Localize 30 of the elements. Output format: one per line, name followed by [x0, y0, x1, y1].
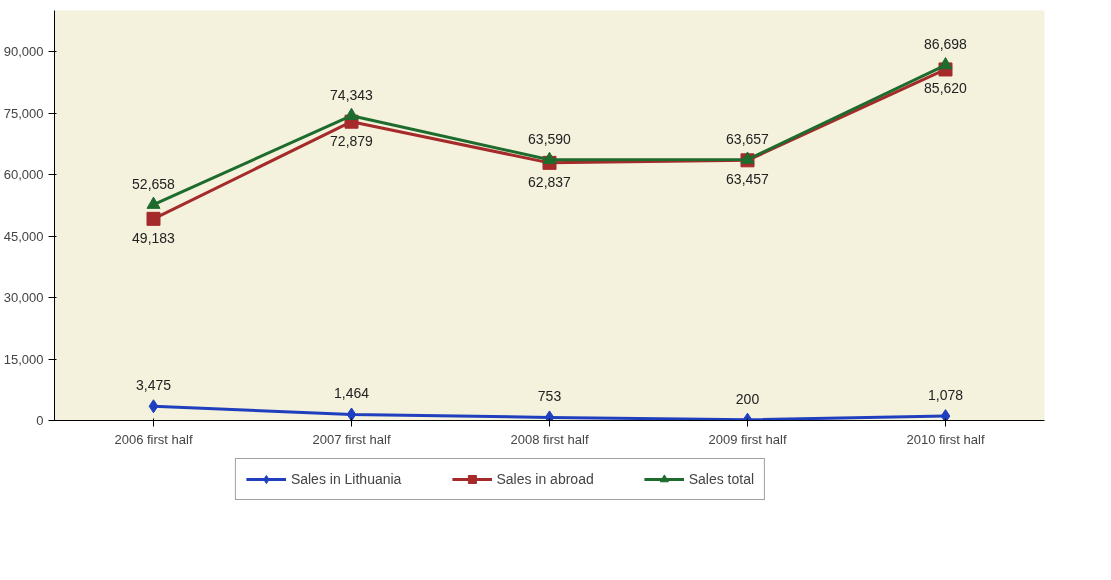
data-label: 52,658 — [132, 175, 176, 192]
y-tick-label: 60,000 — [3, 167, 44, 182]
data-label: 63,590 — [528, 130, 572, 147]
y-tick-label: 45,000 — [3, 228, 44, 244]
x-tick-label: 2006 first half — [114, 431, 193, 447]
data-label: 1,464 — [333, 385, 370, 402]
data-label: 62,837 — [528, 173, 572, 190]
y-tick-label: 15,000 — [3, 351, 44, 367]
data-label: 3,475 — [135, 377, 172, 394]
x-tick-label: 2008 first half — [510, 431, 589, 447]
y-tick-label: 90,000 — [3, 44, 44, 59]
x-tick-label: 2007 first half — [312, 431, 391, 447]
data-label: 63,457 — [726, 171, 770, 188]
x-tick-label: 2010 first half — [906, 431, 985, 447]
data-label: 85,620 — [924, 80, 968, 97]
data-label: 1,078 — [927, 387, 964, 404]
legend-label: Sales in Lithuania — [290, 471, 402, 487]
data-label: 200 — [735, 390, 760, 407]
y-tick-label: 0 — [36, 413, 44, 428]
x-tick-label: 2009 first half — [708, 431, 787, 447]
data-label: 63,657 — [726, 130, 770, 147]
y-tick-label: 30,000 — [3, 290, 44, 305]
legend-label: Sales total — [688, 471, 755, 487]
data-label: 72,879 — [330, 132, 374, 149]
legend-label: Sales in abroad — [496, 471, 594, 487]
data-label: 753 — [537, 388, 562, 405]
data-label: 49,183 — [132, 229, 176, 246]
y-tick-label: 75,000 — [3, 105, 44, 121]
data-label: 74,343 — [330, 86, 374, 103]
data-label: 86,698 — [924, 36, 968, 53]
